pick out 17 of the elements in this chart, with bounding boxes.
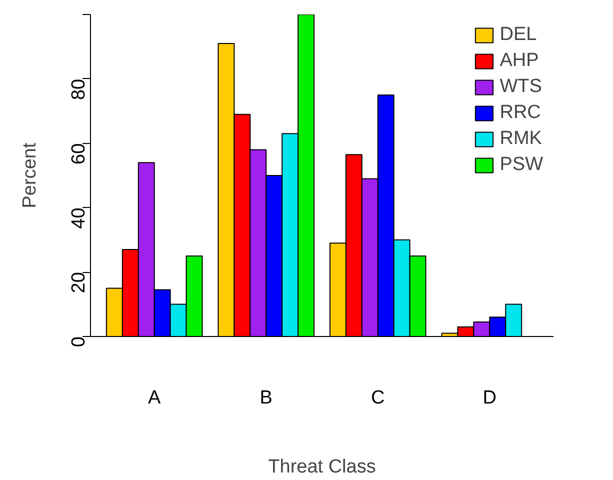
y-axis-title: Percent: [20, 142, 40, 208]
y-tick-label: 60: [68, 143, 90, 164]
legend-label: PSW: [500, 154, 543, 176]
y-tick-label: 20: [68, 272, 90, 294]
y-tick-label: 40: [68, 208, 90, 229]
x-axis-title: Threat Class: [268, 456, 376, 478]
x-tick-label: B: [260, 388, 272, 408]
legend-label: DEL: [500, 24, 537, 46]
x-tick-label: C: [371, 388, 385, 408]
y-tick-label: 0: [68, 336, 90, 348]
legend-label: RRC: [500, 102, 541, 124]
legend-label: AHP: [500, 50, 539, 72]
x-tick-label: A: [148, 388, 162, 408]
x-tick-label: D: [482, 388, 497, 408]
y-tick-label: 80: [68, 78, 90, 100]
legend-label: WTS: [500, 76, 542, 98]
legend-label: RMK: [500, 128, 542, 150]
